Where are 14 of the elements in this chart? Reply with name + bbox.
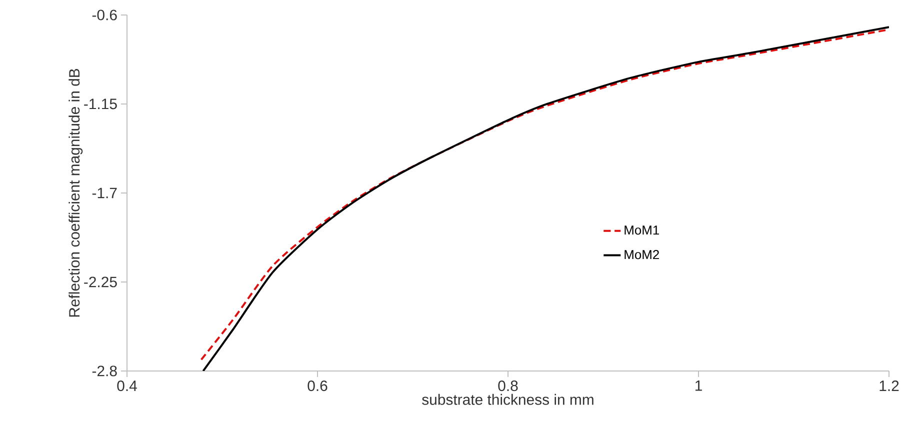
- x-tick-label: 0.4: [117, 380, 137, 392]
- x-tick-label: 0.6: [308, 380, 328, 392]
- y-tick-label: -2.8: [92, 366, 117, 376]
- legend-label: MoM2: [624, 250, 659, 260]
- y-axis-title: Reflection coefficient magnitude in dB: [68, 68, 83, 317]
- y-tick-label: -1.15: [84, 98, 117, 110]
- x-axis-title: substrate thickness in mm: [422, 394, 594, 405]
- x-tick-label: 1: [695, 380, 702, 391]
- legend-label: MoM1: [624, 226, 659, 235]
- x-tick-label: 1.2: [880, 380, 899, 391]
- y-tick-label: -1.7: [92, 188, 117, 198]
- y-tick-label: -0.6: [92, 10, 117, 20]
- x-tick-label: 0.8: [498, 380, 518, 392]
- y-tick-label: -2.25: [84, 276, 117, 288]
